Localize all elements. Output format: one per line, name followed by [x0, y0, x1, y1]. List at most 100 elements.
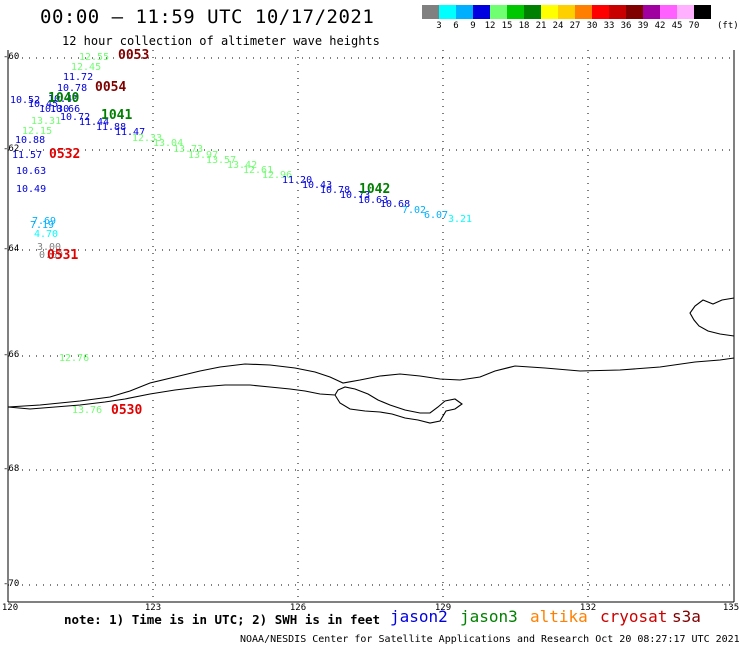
- scale-label: 27: [569, 21, 581, 31]
- wave-height-label: 13.73: [173, 144, 204, 155]
- scale-swatch: [490, 5, 507, 19]
- graticule: [8, 50, 734, 602]
- wave-height-label: 6.07: [424, 210, 449, 221]
- lat-tick-label: -68: [3, 464, 20, 474]
- pass-time-label: 1042: [359, 182, 391, 197]
- wave-height-label: 3.00: [37, 242, 62, 253]
- scale-swatch: [643, 5, 660, 19]
- wave-height-label: 11.57: [12, 150, 43, 161]
- footnote: note: 1) Time is in UTC; 2) SWH is in fe…: [64, 612, 381, 627]
- pass-time-label: 0053: [118, 48, 150, 63]
- mission-legend-item: jason3: [460, 607, 518, 626]
- scale-swatch: [609, 5, 626, 19]
- wave-height-label: 10.68: [380, 199, 411, 210]
- wave-height-label: 13.76: [72, 405, 103, 416]
- scale-swatch: [575, 5, 592, 19]
- scale-swatch: [558, 5, 575, 19]
- scale-label: 3: [436, 21, 442, 31]
- map-subtitle: 12 hour collection of altimeter wave hei…: [62, 34, 380, 48]
- wave-height-label: 11.20: [282, 175, 313, 186]
- wave-height-label: 13.97: [188, 150, 219, 161]
- scale-label: 24: [552, 21, 564, 31]
- wave-height-label: 3.21: [448, 214, 473, 225]
- wave-height-label: 13.42: [227, 160, 258, 171]
- pass-time-label: 0532: [49, 147, 81, 162]
- scale-swatch: [626, 5, 643, 19]
- scale-label: 39: [637, 21, 649, 31]
- scale-label: 21: [535, 21, 547, 31]
- scale-label: 42: [654, 21, 666, 31]
- mission-legend-item: altika: [530, 607, 588, 626]
- wave-height-label: 12.45: [71, 62, 102, 73]
- scale-swatch: [541, 5, 558, 19]
- pass-time-label: 1041: [101, 108, 133, 123]
- wave-height-label: 10.78: [320, 185, 351, 196]
- lat-tick-label: -66: [3, 350, 20, 360]
- scale-swatch: [592, 5, 609, 19]
- scale-label: 70: [688, 21, 700, 31]
- scale-label: 18: [518, 21, 530, 31]
- wave-height-label: 4.70: [34, 229, 59, 240]
- wave-height-label: 12.33: [132, 133, 163, 144]
- map-title: 00:00 – 11:59 UTC 10/17/2021: [40, 6, 375, 28]
- lat-tick-label: -64: [3, 244, 20, 254]
- scale-swatch: [694, 5, 711, 19]
- scale-swatch: [660, 5, 677, 19]
- wave-height-label: 11.88: [96, 122, 127, 133]
- pass-time-label: 0531: [47, 248, 79, 263]
- wave-height-label: 11.44: [79, 117, 110, 128]
- wave-height-label: 12.76: [59, 353, 90, 364]
- lon-tick-label: 126: [289, 603, 307, 613]
- scale-label: 12: [484, 21, 496, 31]
- wave-height-label: 7.02: [402, 205, 427, 216]
- lat-tick-label: -70: [3, 579, 20, 589]
- lon-tick-label: 135: [722, 603, 740, 613]
- lat-tick-label: -62: [3, 144, 20, 154]
- wave-height-label: 0.69: [39, 250, 64, 261]
- pass-time-label: 1040: [48, 91, 80, 106]
- scale-swatch: [422, 5, 439, 19]
- wave-height-label: 10.88: [15, 135, 46, 146]
- mission-legend-item: cryosat: [600, 607, 668, 626]
- scale-label: 15: [501, 21, 513, 31]
- wave-height-label: 10.72: [60, 112, 91, 123]
- scale-label: 30: [586, 21, 598, 31]
- wave-height-label: 12.55: [79, 52, 110, 63]
- wave-height-label: 10.73: [340, 190, 371, 201]
- wave-height-label: 10.66: [50, 104, 81, 115]
- wave-height-label: 10.63: [16, 166, 47, 177]
- coastline: [7, 297, 735, 424]
- scale-swatch: [507, 5, 524, 19]
- scale-swatch: [439, 5, 456, 19]
- credit-line: NOAA/NESDIS Center for Satellite Applica…: [240, 634, 740, 645]
- lon-tick-label: 129: [434, 603, 452, 613]
- wave-height-label: 12.15: [22, 126, 53, 137]
- wave-height-label: 10.45: [28, 99, 59, 110]
- scale-swatch: [524, 5, 541, 19]
- scale-swatch: [473, 5, 490, 19]
- wave-height-label: 12.61: [243, 165, 274, 176]
- wave-height-label: 10.63: [358, 195, 389, 206]
- wave-height-label: 10.43: [302, 180, 333, 191]
- mission-legend-item: jason2: [390, 607, 448, 626]
- wave-height-label: 10.49: [16, 184, 47, 195]
- wave-height-color-scale: [422, 5, 711, 19]
- pass-time-label: 0054: [95, 80, 127, 95]
- scale-label: 33: [603, 21, 615, 31]
- map-frame: [7, 50, 735, 603]
- wave-height-label: 10.52: [10, 95, 41, 106]
- scale-label: 45: [671, 21, 683, 31]
- scale-label: 9: [470, 21, 476, 31]
- wave-height-label: 13.31: [31, 116, 62, 127]
- wave-height-label: 10.40: [48, 94, 79, 105]
- scale-swatch: [677, 5, 694, 19]
- wave-height-label: 11.72: [63, 72, 94, 83]
- wave-height-label: 10.30: [39, 104, 70, 115]
- wave-height-label: 10.78: [57, 83, 88, 94]
- lon-tick-label: 120: [1, 603, 19, 613]
- wave-height-label: 11.47: [115, 127, 146, 138]
- mission-legend-item: s3a: [672, 607, 701, 626]
- lon-tick-label: 132: [579, 603, 597, 613]
- wave-height-label: 7.19: [30, 220, 55, 231]
- color-scale-unit: (ft): [717, 21, 739, 31]
